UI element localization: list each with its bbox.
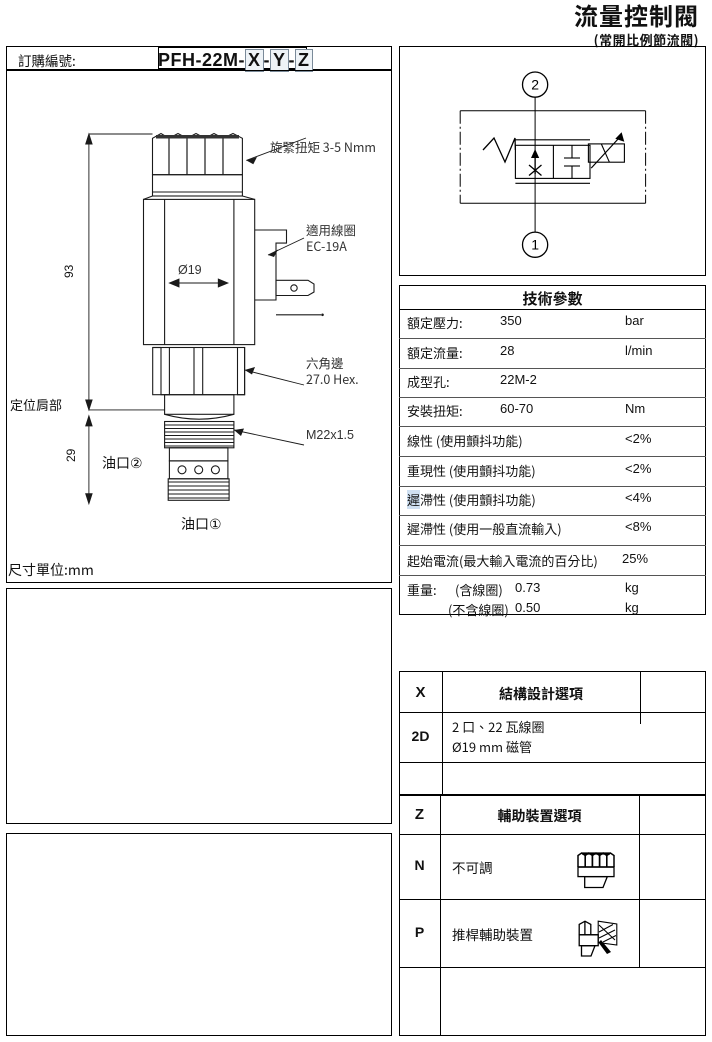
svg-text:2: 2 <box>531 77 539 93</box>
svg-text:1: 1 <box>531 237 539 253</box>
